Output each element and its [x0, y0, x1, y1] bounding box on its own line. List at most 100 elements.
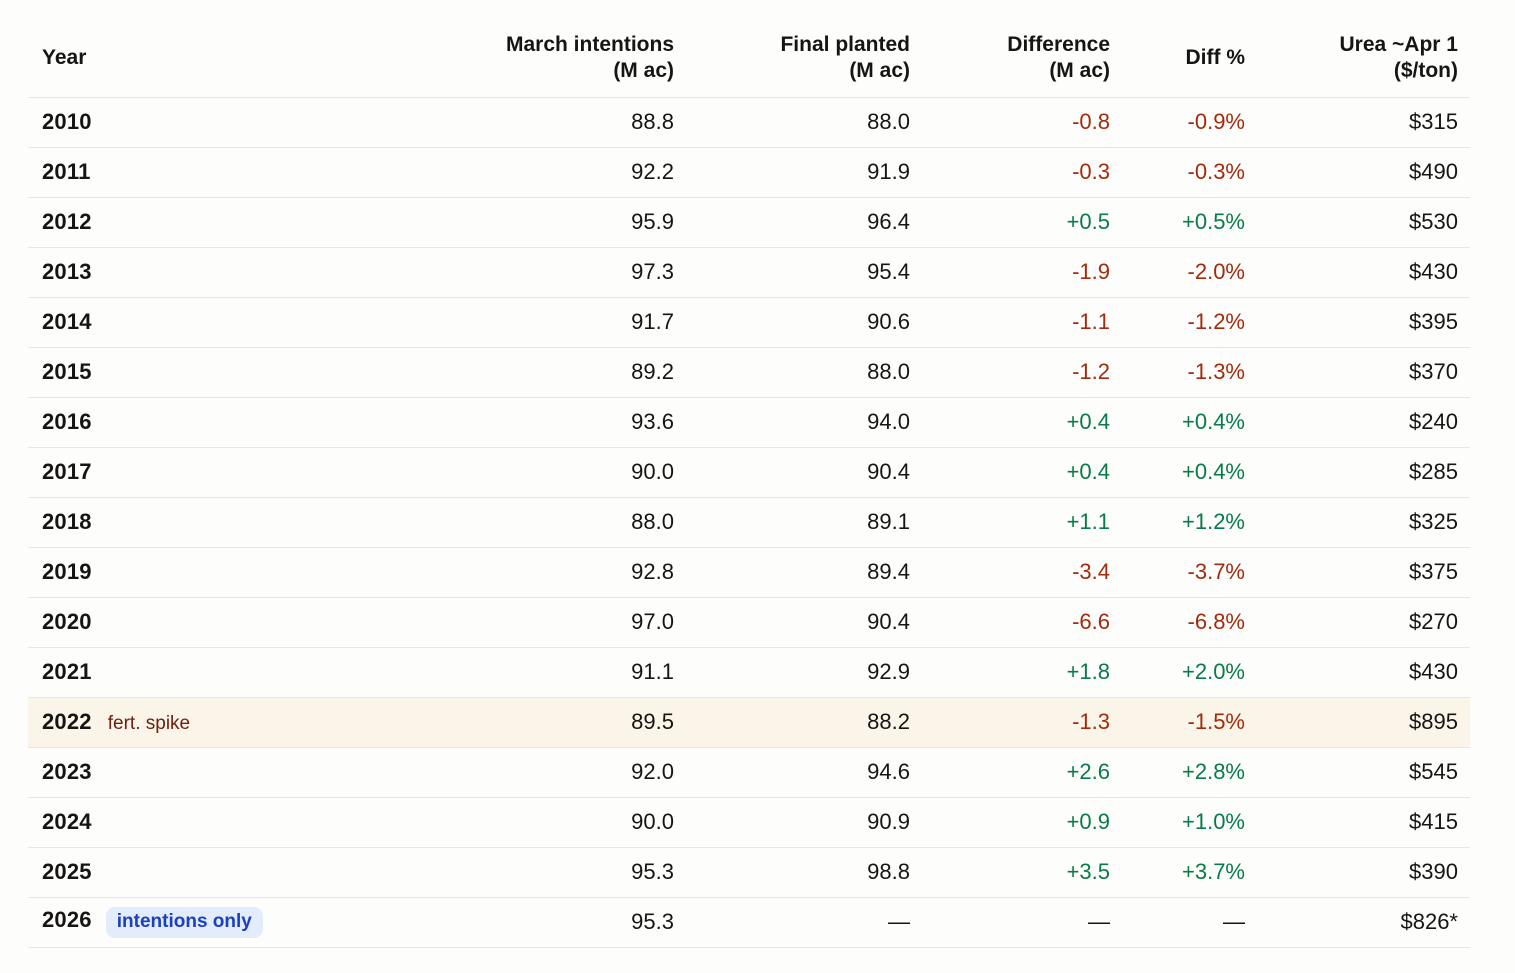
final-planted-cell: 90.9: [674, 797, 910, 848]
table-row: 2013 97.3 95.4 -1.9 -2.0% $430: [28, 247, 1470, 298]
difference-cell: -1.2: [910, 347, 1110, 398]
difference-value: -1.2: [1072, 359, 1110, 384]
difference-cell: -3.4: [910, 547, 1110, 598]
year-cell: 2019: [28, 547, 388, 598]
acreage-table: Year March intentions (M ac) Final plant…: [28, 0, 1470, 948]
table-row: 2022 fert. spike 89.5 88.2 -1.3 -1.5% $89…: [28, 697, 1470, 748]
difference-value: +1.8: [1066, 659, 1110, 684]
final-planted-cell: —: [674, 897, 910, 948]
march-intentions-value: 92.0: [631, 759, 674, 784]
diff-pct-cell: -1.3%: [1110, 347, 1245, 398]
table-row: 2025 95.3 98.8 +3.5 +3.7% $390: [28, 847, 1470, 898]
march-intentions-value: 89.2: [631, 359, 674, 384]
year-value: 2011: [42, 159, 91, 184]
diff-pct-cell: -1.2%: [1110, 297, 1245, 348]
year-value: 2022: [42, 709, 92, 734]
urea-price-value: $375: [1409, 559, 1458, 584]
march-intentions-cell: 97.0: [388, 597, 674, 648]
year-cell: 2021: [28, 647, 388, 698]
final-planted-value: 90.4: [867, 459, 910, 484]
col-header-difference-label: Difference: [1007, 33, 1110, 57]
difference-value: -1.9: [1072, 259, 1110, 284]
year-cell: 2015: [28, 347, 388, 398]
march-intentions-value: 88.8: [631, 109, 674, 134]
diff-pct-cell: -2.0%: [1110, 247, 1245, 298]
col-header-diff-pct-label: Diff %: [1185, 46, 1246, 70]
march-intentions-cell: 92.8: [388, 547, 674, 598]
final-planted-value: 88.2: [867, 709, 910, 734]
march-intentions-cell: 88.8: [388, 97, 674, 148]
table-row: 2023 92.0 94.6 +2.6 +2.8% $545: [28, 747, 1470, 798]
diff-pct-cell: -0.3%: [1110, 147, 1245, 198]
march-intentions-cell: 90.0: [388, 797, 674, 848]
urea-price-value: $430: [1409, 659, 1458, 684]
table-row: 2019 92.8 89.4 -3.4 -3.7% $375: [28, 547, 1470, 598]
difference-cell: -6.6: [910, 597, 1110, 648]
final-planted-cell: 88.0: [674, 97, 910, 148]
march-intentions-value: 91.1: [631, 659, 674, 684]
difference-value: +0.9: [1066, 809, 1110, 834]
urea-price-value: $390: [1409, 859, 1458, 884]
final-planted-value: —: [888, 909, 910, 934]
table-body: 2010 88.8 88.0 -0.8 -0.9% $315 2011 92.2…: [28, 97, 1470, 948]
col-header-march-intentions: March intentions (M ac): [388, 0, 674, 98]
march-intentions-value: 89.5: [631, 709, 674, 734]
march-intentions-cell: 92.0: [388, 747, 674, 798]
year-value: 2023: [42, 759, 92, 784]
urea-price-value: $490: [1409, 159, 1458, 184]
diff-pct-value: -1.3%: [1187, 359, 1245, 384]
march-intentions-value: 95.3: [631, 859, 674, 884]
urea-price-value: $545: [1409, 759, 1458, 784]
year-cell: 2024: [28, 797, 388, 848]
year-cell: 2023: [28, 747, 388, 798]
diff-pct-cell: +2.0%: [1110, 647, 1245, 698]
diff-pct-cell: +0.4%: [1110, 447, 1245, 498]
col-header-urea-sub: ($/ton): [1393, 59, 1458, 83]
diff-pct-cell: +2.8%: [1110, 747, 1245, 798]
final-planted-value: 92.9: [867, 659, 910, 684]
diff-pct-cell: -0.9%: [1110, 97, 1245, 148]
final-planted-cell: 90.6: [674, 297, 910, 348]
march-intentions-cell: 95.9: [388, 197, 674, 248]
table-row: 2011 92.2 91.9 -0.3 -0.3% $490: [28, 147, 1470, 198]
final-planted-cell: 98.8: [674, 847, 910, 898]
difference-value: -1.1: [1072, 309, 1110, 334]
diff-pct-value: —: [1223, 909, 1245, 934]
year-cell: 2022 fert. spike: [28, 697, 388, 748]
table-row: 2014 91.7 90.6 -1.1 -1.2% $395: [28, 297, 1470, 348]
difference-cell: +1.8: [910, 647, 1110, 698]
difference-cell: -1.3: [910, 697, 1110, 748]
march-intentions-value: 88.0: [631, 509, 674, 534]
diff-pct-value: +0.4%: [1182, 459, 1245, 484]
table-row: 2018 88.0 89.1 +1.1 +1.2% $325: [28, 497, 1470, 548]
acreage-table-container: Year March intentions (M ac) Final plant…: [28, 0, 1470, 948]
year-tag: fert. spike: [107, 713, 191, 734]
urea-price-cell: $430: [1245, 247, 1470, 298]
difference-cell: +0.5: [910, 197, 1110, 248]
diff-pct-cell: -6.8%: [1110, 597, 1245, 648]
difference-cell: —: [910, 897, 1110, 948]
urea-price-value: $415: [1409, 809, 1458, 834]
difference-cell: -0.3: [910, 147, 1110, 198]
urea-price-cell: $545: [1245, 747, 1470, 798]
year-value: 2020: [42, 609, 92, 634]
urea-price-cell: $895: [1245, 697, 1470, 748]
final-planted-value: 88.0: [867, 109, 910, 134]
col-header-march-sub: (M ac): [613, 59, 674, 83]
march-intentions-cell: 92.2: [388, 147, 674, 198]
diff-pct-cell: +0.4%: [1110, 397, 1245, 448]
table-row: 2015 89.2 88.0 -1.2 -1.3% $370: [28, 347, 1470, 398]
final-planted-value: 89.1: [867, 509, 910, 534]
final-planted-value: 91.9: [867, 159, 910, 184]
final-planted-cell: 90.4: [674, 597, 910, 648]
final-planted-value: 98.8: [867, 859, 910, 884]
difference-value: —: [1088, 909, 1110, 934]
diff-pct-value: -6.8%: [1187, 609, 1245, 634]
year-cell: 2012: [28, 197, 388, 248]
diff-pct-cell: +0.5%: [1110, 197, 1245, 248]
march-intentions-value: 95.9: [631, 209, 674, 234]
difference-value: +0.4: [1066, 409, 1110, 434]
final-planted-value: 90.6: [867, 309, 910, 334]
difference-cell: +3.5: [910, 847, 1110, 898]
march-intentions-value: 93.6: [631, 409, 674, 434]
